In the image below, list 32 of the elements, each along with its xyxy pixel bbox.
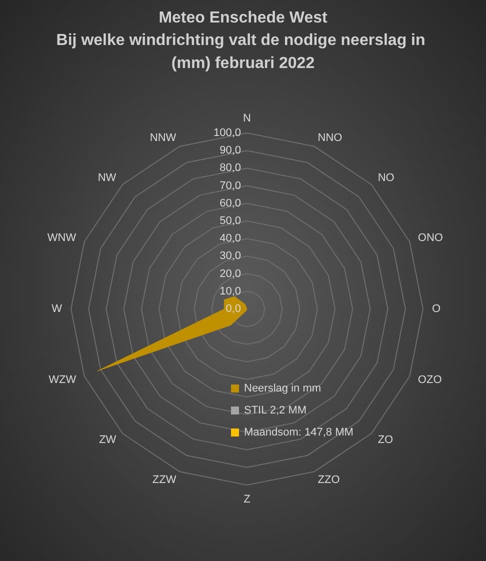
spoke-label: WZW: [48, 374, 77, 386]
spoke-label: NW: [98, 172, 117, 184]
legend-label: Neerslag in mm: [244, 382, 322, 394]
y-tick-label: 20,0: [220, 268, 241, 280]
spoke-label: NO: [378, 172, 395, 184]
spoke-label: ZO: [378, 434, 394, 446]
spoke-label: WNW: [47, 232, 77, 244]
spoke-label: NNW: [150, 132, 177, 144]
y-tick-label: 40,0: [220, 232, 241, 245]
spoke-label: Z: [244, 494, 251, 506]
y-tick-label: 80,0: [220, 162, 241, 174]
y-tick-label: 100,0: [213, 127, 241, 139]
spoke-label: NNO: [318, 132, 343, 144]
spoke-label: W: [52, 303, 63, 315]
y-tick-label: 0,0: [226, 303, 241, 315]
y-tick-label: 70,0: [220, 180, 241, 192]
spoke-label: OZO: [418, 374, 442, 386]
spoke-label: ONO: [418, 232, 444, 244]
y-tick-label: 30,0: [220, 250, 241, 262]
spoke-label: ZW: [99, 434, 117, 446]
y-tick-label: 90,0: [220, 144, 241, 157]
text: Meteo Enschede West: [158, 10, 328, 26]
legend-label: STIL 2,2 MM: [244, 404, 307, 416]
text: Bij welke windrichting valt de nodige neerslag in (mm) februari 2022: [56, 32, 430, 72]
spoke-label: ZZO: [318, 474, 340, 486]
spoke-label: O: [432, 303, 441, 315]
legend-label: Maandsom: 147,8 MM: [244, 426, 354, 438]
y-tick-label: 10,0: [220, 285, 241, 298]
y-tick-label: 60,0: [220, 197, 241, 210]
y-tick-label: 50,0: [220, 215, 241, 227]
spoke-label: N: [243, 112, 252, 124]
spoke-label: ZZW: [152, 474, 177, 486]
